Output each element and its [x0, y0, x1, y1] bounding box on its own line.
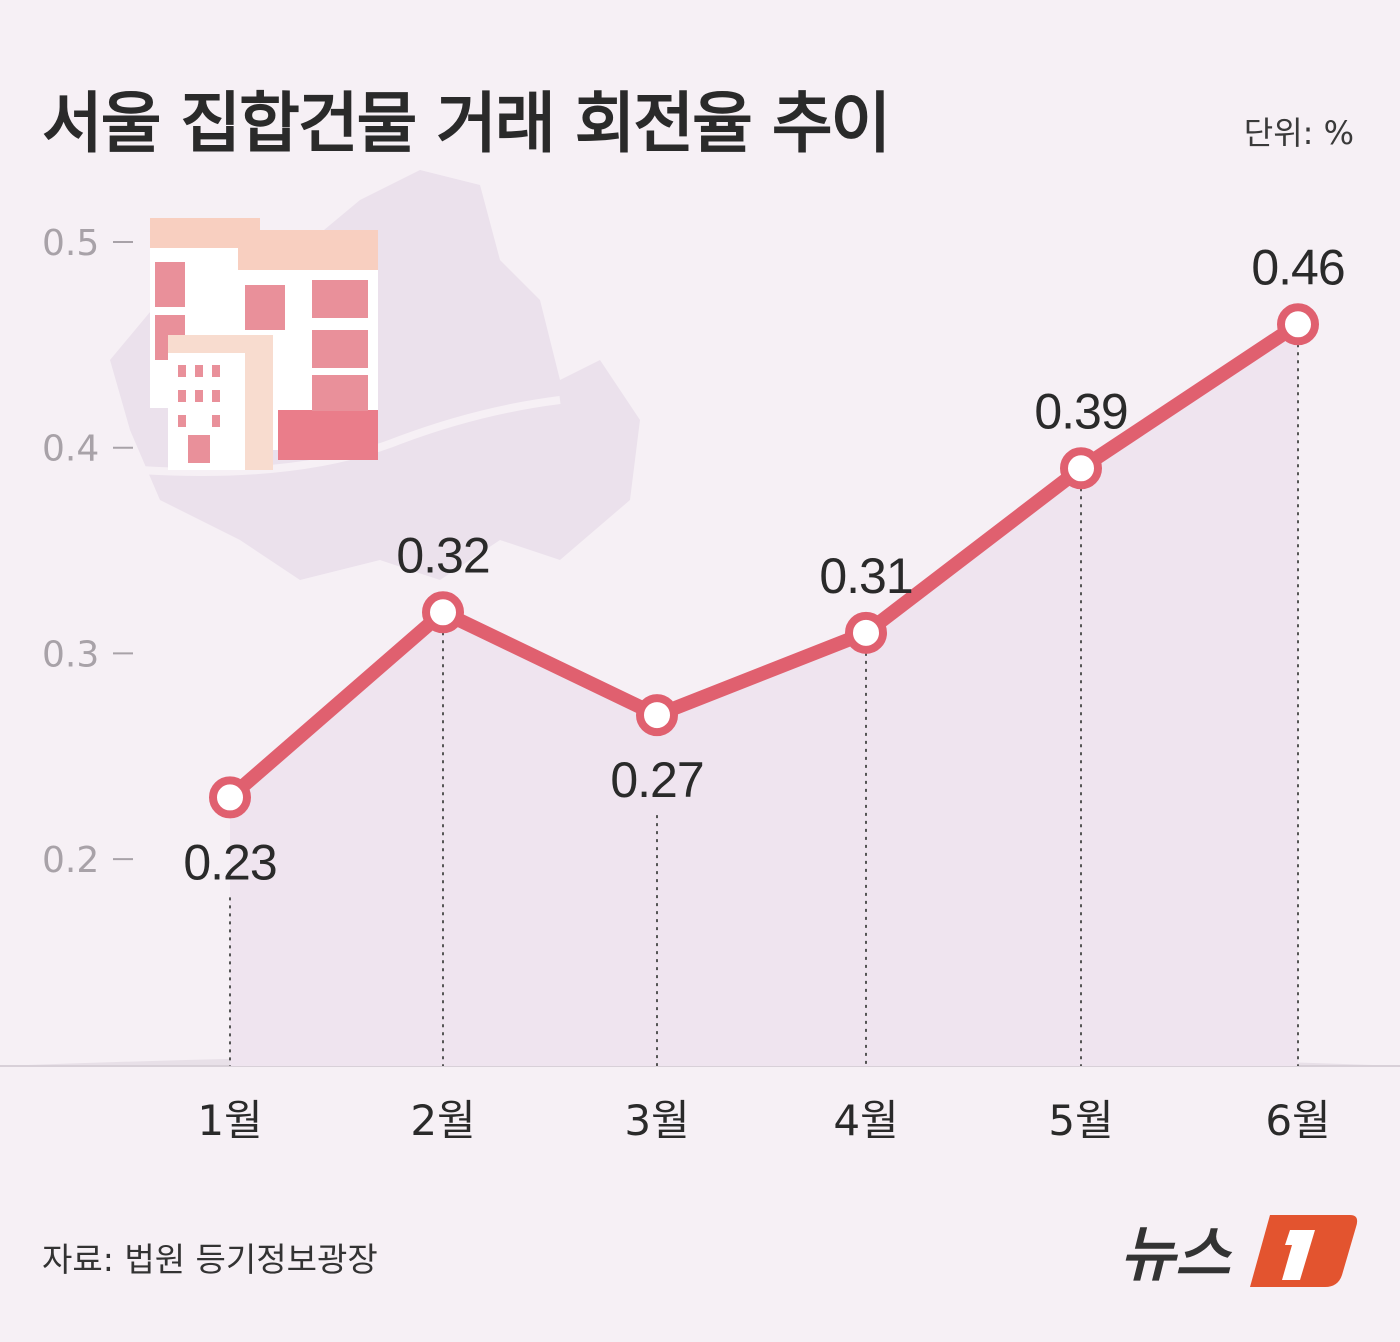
data-label: 0.46: [1251, 239, 1344, 295]
data-point: [422, 591, 464, 634]
building-illustration: [150, 218, 378, 470]
data-label: 0.31: [819, 548, 912, 604]
data-point: [845, 611, 887, 654]
y-tick-label: 0.3: [42, 634, 99, 675]
y-tick-label: 0.5: [42, 223, 99, 264]
data-point: [636, 694, 678, 737]
y-axis: 0.5 0.4 0.3 0.2: [42, 223, 133, 881]
data-label: 0.39: [1034, 383, 1127, 439]
data-label: 0.32: [396, 527, 489, 583]
x-axis: 1월 2월 3월 4월 5월 6월: [197, 1096, 1330, 1145]
data-point: [1277, 303, 1319, 346]
x-tick-label: 4월: [833, 1096, 898, 1145]
x-tick-label: 5월: [1048, 1096, 1113, 1145]
data-labels: 0.23 0.32 0.27 0.31 0.39 0.46: [183, 239, 1345, 890]
x-tick-label: 1월: [197, 1096, 262, 1145]
y-tick-label: 0.4: [42, 429, 99, 470]
data-point: [1060, 447, 1102, 490]
chart-title: 서울 집합건물 거래 회전율 추이: [42, 85, 891, 162]
data-points: [209, 303, 1319, 819]
unit-label: 단위: %: [1243, 114, 1354, 152]
x-tick-label: 2월: [410, 1096, 475, 1145]
data-label: 0.23: [183, 834, 276, 890]
data-label: 0.27: [610, 752, 703, 808]
x-tick-label: 3월: [624, 1096, 689, 1145]
source-label: 자료: 법원 등기정보광장: [42, 1240, 378, 1279]
series-line: [225, 318, 1302, 803]
news1-logo: 뉴스: [1120, 1215, 1358, 1290]
drop-lines: [229, 344, 1299, 1066]
x-tick-label: 6월: [1265, 1096, 1330, 1145]
y-tick-label: 0.2: [42, 840, 99, 881]
data-point: [209, 776, 251, 819]
svg-text:뉴스: 뉴스: [1120, 1220, 1233, 1290]
